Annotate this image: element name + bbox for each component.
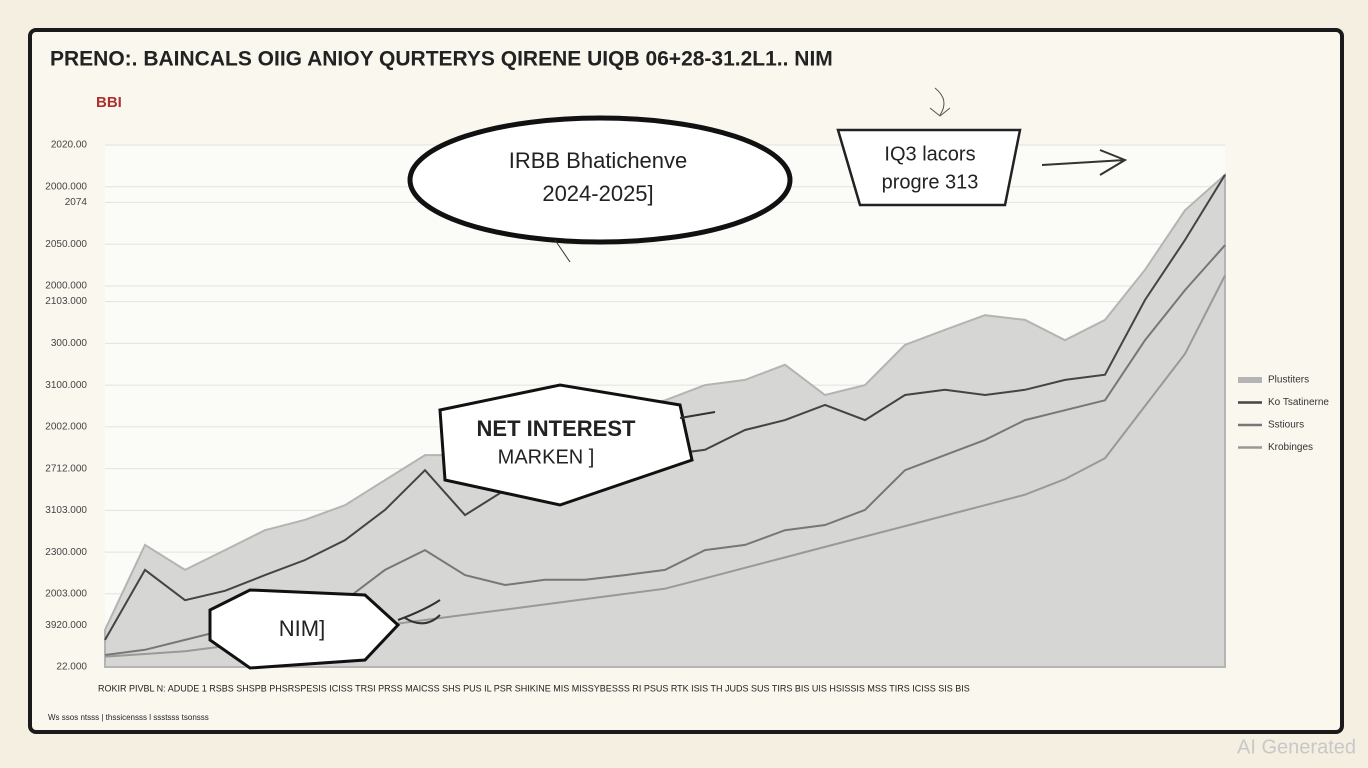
legend-label: Krobinges [1268,442,1313,453]
y-tick-label: 2300.000 [45,547,87,558]
annotation: NIM] [279,616,325,641]
arrow [929,87,951,117]
label-shape [208,588,401,670]
arrow [679,411,716,419]
annotation: 2024-2025] [542,181,653,206]
y-tick-label: 2020.00 [51,140,88,151]
watermark: AI Generated [1237,736,1356,758]
y-tick-label: 2000.000 [45,281,87,292]
y-tick-label: 2050.000 [45,239,87,250]
label-shape [438,383,694,507]
y-tick-label: 3100.000 [45,380,87,391]
annotation: progre 313 [882,171,979,193]
y-tick-label: 2003.000 [45,589,87,600]
annotation: NET INTEREST [477,416,636,441]
chart-title: PRENO:. BAINCALS OIIG ANIOY QURTERYS QIR… [50,48,833,71]
y-tick-label: 300.000 [51,338,88,349]
y-tick-label: 2000.000 [45,181,87,192]
annotation: IRBB Bhatichenve [509,148,688,173]
annotation: IQ3 lacors [884,143,975,165]
y-tick-label: 2103.000 [45,296,87,307]
bubble-tail [554,239,571,263]
y-tick-label: 2074 [65,197,88,208]
logo: BBI [96,94,122,111]
y-tick-label: 3103.000 [45,505,87,516]
arrow [397,599,441,625]
legend-label: Plustiters [1268,375,1309,386]
y-tick-label: 2002.000 [45,422,87,433]
y-tick-label: 2712.000 [45,463,87,474]
box [836,128,1022,207]
footnote: Ws ssos ntsss | thssicensss l ssstsss ts… [48,713,209,722]
annotations: IRBB Bhatichenve 2024-2025] IQ3 lacors p… [208,87,1128,670]
y-tick-label: 22.000 [56,662,87,673]
arrow [1041,149,1128,176]
legend-label: Sstiours [1268,420,1304,431]
bubble [407,115,793,245]
y-tick-label: 3920.000 [45,620,87,631]
legend-label: Ko Tsatinerne [1268,397,1329,408]
x-axis-label: ROKIR PIVBL N: ADUDE 1 RSBS SHSPB PHSRSP… [98,683,970,693]
annotation: MARKEN ] [498,446,595,468]
